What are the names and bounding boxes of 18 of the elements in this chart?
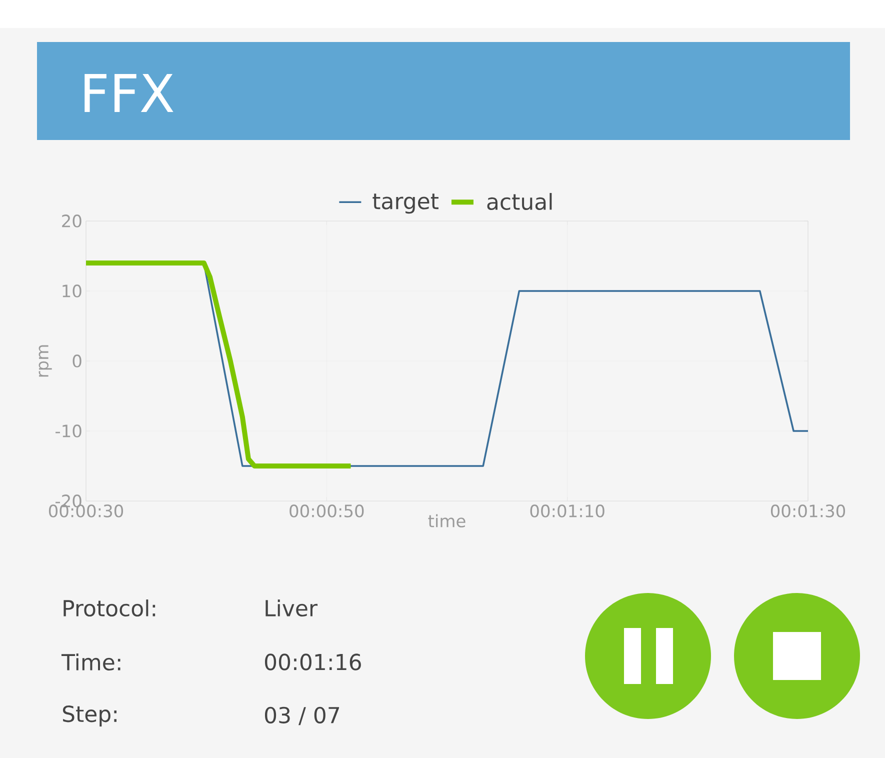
y-tick-label: 0 <box>72 354 82 368</box>
x-tick-label: 00:01:10 <box>530 504 604 518</box>
text: Time: <box>61 653 120 671</box>
chart-title: FFX <box>84 74 174 112</box>
legend-label: actual <box>487 192 552 210</box>
text: 00:01:16 <box>264 654 361 670</box>
y-tick-label: -10 <box>56 424 82 438</box>
text: Protocol: <box>64 599 156 617</box>
x-axis-title: time <box>428 514 466 528</box>
text: 03 / 07 <box>264 706 340 726</box>
x-tick-label: 00:01:30 <box>770 504 846 518</box>
y-tick-label: 20 <box>62 214 82 228</box>
text: Step: <box>62 706 116 726</box>
text: Liver <box>266 599 318 617</box>
y-tick-label: 10 <box>62 284 82 298</box>
y-axis-title: rpm <box>38 345 52 377</box>
legend-label: target <box>372 194 438 214</box>
x-tick-label: 00:00:50 <box>290 504 364 518</box>
